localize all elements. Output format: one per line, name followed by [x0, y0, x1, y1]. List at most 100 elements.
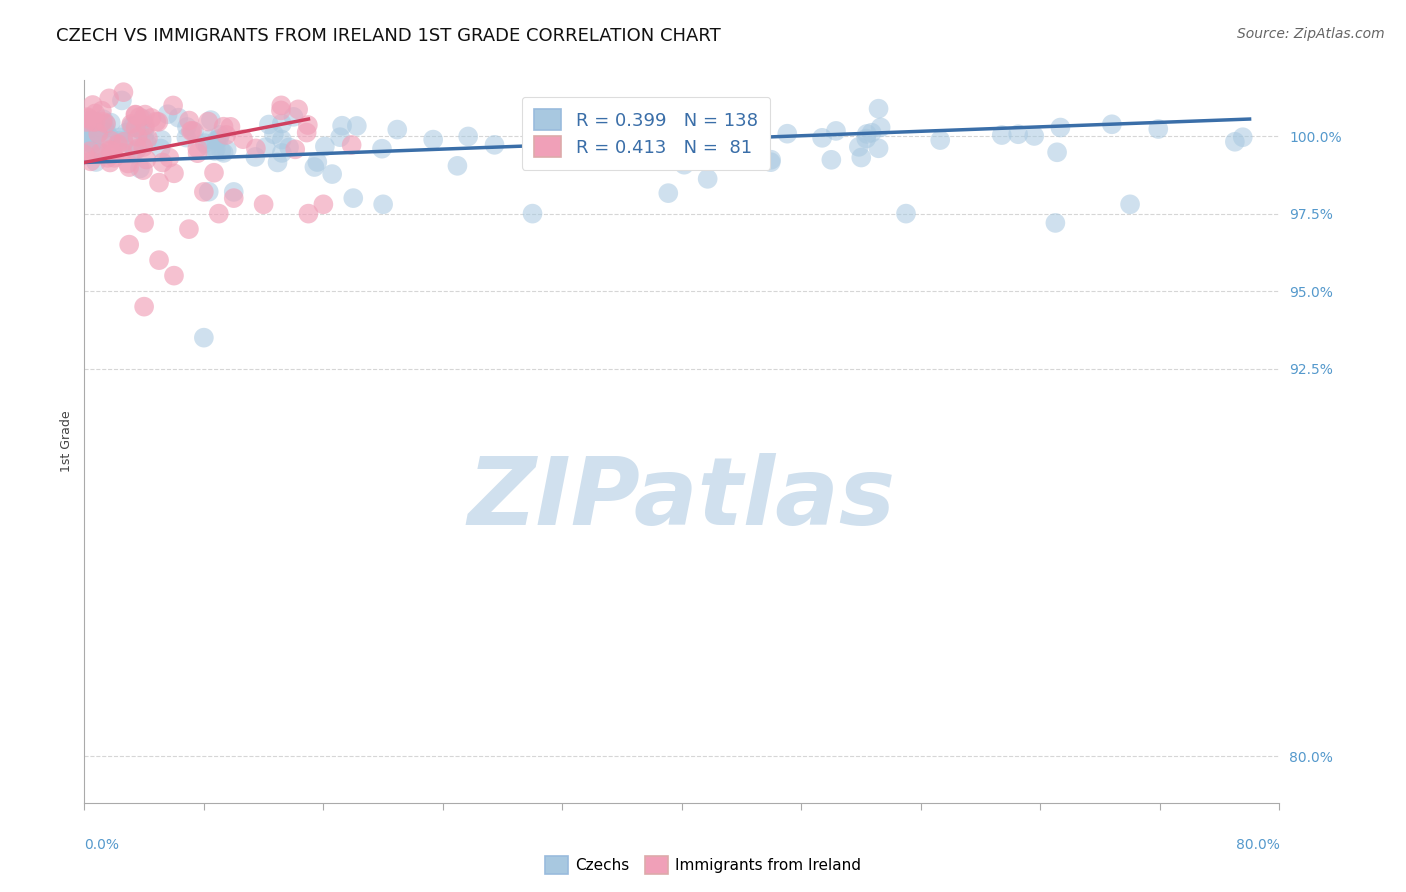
Point	[80, 136, 103, 151]
Point	[76, 122, 98, 136]
Point	[759, 153, 782, 167]
Point	[263, 128, 285, 142]
Point	[297, 118, 319, 132]
Point	[860, 126, 883, 140]
Point	[307, 155, 329, 169]
Point	[219, 120, 242, 134]
Point	[132, 300, 156, 314]
Point	[108, 134, 131, 148]
Point	[270, 132, 292, 146]
Point	[222, 185, 245, 199]
Point	[89, 145, 111, 160]
Point	[215, 128, 238, 142]
Point	[87, 143, 110, 157]
Point	[270, 98, 292, 112]
Point	[80, 136, 103, 151]
Point	[108, 130, 131, 145]
Point	[132, 133, 155, 147]
Point	[125, 108, 148, 122]
Point	[91, 112, 114, 127]
Point	[825, 124, 848, 138]
Point	[522, 136, 544, 150]
Point	[222, 191, 245, 205]
Point	[716, 145, 738, 160]
Point	[98, 143, 121, 157]
Point	[91, 114, 114, 128]
Point	[193, 185, 215, 199]
Point	[132, 216, 156, 230]
Point	[112, 135, 135, 149]
Point	[197, 139, 219, 153]
Point	[346, 119, 368, 133]
Point	[371, 142, 394, 156]
Point	[1045, 216, 1067, 230]
Point	[79, 119, 101, 133]
Point	[202, 166, 225, 180]
Point	[673, 142, 696, 156]
Point	[776, 127, 799, 141]
Point	[118, 237, 141, 252]
Point	[120, 117, 142, 131]
Point	[215, 143, 238, 157]
Text: Source: ZipAtlas.com: Source: ZipAtlas.com	[1237, 27, 1385, 41]
Point	[330, 119, 353, 133]
Point	[134, 127, 156, 141]
Point	[117, 156, 139, 170]
Point	[387, 122, 409, 136]
Point	[84, 115, 107, 129]
Point	[93, 120, 115, 135]
Point	[1049, 120, 1071, 135]
Point	[855, 131, 877, 145]
Point	[91, 146, 114, 161]
Point	[287, 103, 309, 117]
Point	[457, 129, 479, 144]
Point	[80, 134, 103, 148]
Point	[446, 159, 468, 173]
Point	[167, 111, 190, 125]
Point	[98, 130, 121, 145]
Point	[193, 331, 215, 345]
Point	[619, 124, 641, 138]
Point	[98, 155, 121, 169]
Point	[124, 144, 146, 158]
Point	[176, 130, 198, 145]
Text: 0.0%: 0.0%	[84, 838, 120, 852]
Point	[141, 111, 163, 125]
Point	[304, 160, 326, 174]
Point	[84, 155, 107, 169]
Point	[148, 115, 170, 129]
Point	[176, 120, 198, 134]
Point	[868, 102, 890, 116]
Point	[848, 140, 870, 154]
Point	[90, 103, 112, 118]
Point	[209, 128, 232, 142]
Point	[134, 119, 156, 133]
Point	[120, 119, 142, 133]
Point	[76, 128, 98, 143]
Point	[156, 107, 179, 121]
Point	[583, 132, 606, 146]
Point	[257, 118, 280, 132]
Point	[103, 151, 125, 165]
Point	[134, 107, 156, 121]
Point	[107, 137, 129, 152]
Point	[669, 154, 692, 169]
Point	[253, 197, 276, 211]
Point	[82, 98, 104, 112]
Point	[125, 120, 148, 135]
Point	[1046, 145, 1069, 160]
Point	[682, 125, 704, 139]
Point	[284, 142, 307, 156]
Point	[422, 132, 444, 146]
Point	[340, 138, 363, 153]
Point	[1147, 122, 1170, 136]
Point	[661, 133, 683, 147]
Point	[79, 145, 101, 159]
Point	[124, 107, 146, 121]
Point	[820, 153, 842, 167]
Point	[283, 110, 305, 124]
Point	[617, 141, 640, 155]
Point	[696, 172, 718, 186]
Point	[115, 125, 138, 139]
Text: ZIPatlas: ZIPatlas	[468, 453, 896, 545]
